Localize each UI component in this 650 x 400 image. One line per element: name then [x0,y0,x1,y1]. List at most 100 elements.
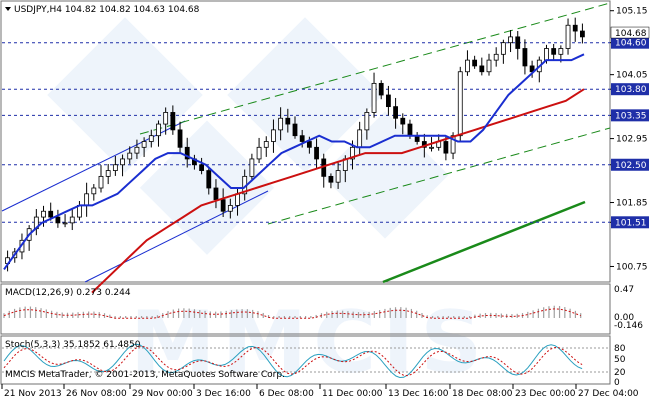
candle-body [551,48,557,55]
candle-body [500,42,506,55]
ma-slow-line [91,88,585,294]
price-tick-label: 101.85 [616,199,648,209]
time-axis: 21 Nov 2013 26 Nov 08:00 29 Nov 00:00 3 Dec… [1,384,639,399]
candle-body [292,123,298,137]
candle-body [220,199,226,212]
time-tick-label: 27 Dec 04:00 [578,389,639,399]
dropdown-arrow-icon[interactable] [5,7,11,11]
candle-body [156,123,161,137]
macd-title: MACD(12,26,9) 0.273 0.244 [5,288,131,298]
stoch-tick-label: 50 [614,355,626,365]
candle-body [522,48,528,67]
price-level-badge [611,83,649,96]
price-tick-label: 104.60 [615,39,647,49]
macd-histogram [3,305,582,318]
candle-body [364,112,370,131]
time-tick-label: 11 Dec 00:00 [322,389,383,399]
candle-body [299,135,305,142]
chart-header: USDJPY,H4 104.82 104.82 104.63 104.68 [5,5,200,15]
candle-body [134,146,140,154]
candle-body [213,187,219,201]
candle-body [206,170,212,189]
price-tick-label: 101.51 [615,218,647,228]
candle-body [565,24,571,49]
time-tick-label: 3 Dec 16:00 [196,389,251,399]
candle-body [148,135,154,142]
candle-body [249,158,255,177]
candle-body [335,170,341,183]
current-price-label: 104.68 [615,29,647,39]
time-tick-label: 18 Dec 08:00 [452,389,513,399]
price-tick-label: 105.15 [616,7,648,17]
macd-tick-label: 0.00 [614,313,634,323]
price-tick-label: 104.05 [616,71,648,81]
candle-body [378,82,384,96]
price-tick-label: 103.35 [615,111,647,121]
candle-body [386,94,391,108]
candle-body [55,216,61,224]
time-tick-label: 29 Nov 00:00 [132,389,193,399]
macd-panel-frame [0,283,611,335]
candle-body [120,158,125,166]
price-level-badge [611,216,649,229]
candle-body [306,141,312,148]
copyright-text: MMCIS MetaTrader, © 2001-2013, MetaQuote… [5,370,285,380]
candle-body [235,193,240,206]
candle-body [443,141,449,154]
candle-body [127,152,133,160]
candle-body [558,48,564,55]
price-level-badge [611,36,649,49]
candle-body [429,146,434,149]
time-tick-label: 6 Dec 08:00 [259,389,314,399]
price-tick-label: 100.75 [616,262,648,272]
candle-body [479,65,485,73]
stoch-tick-label: 20 [614,368,626,378]
chart-title: USDJPY,H4 104.82 104.82 104.63 104.68 [14,5,200,15]
price-tick-label: 102.95 [616,135,648,145]
price-axis: 105.15 104.60 104.05 103.80 103.35 102.95 102.… [610,7,650,272]
candle-body [98,175,104,189]
candle-body [271,129,276,142]
candle-body [508,36,513,44]
stoch-title: Stoch(5,3,3) 35.1852 61.4850 [5,340,141,350]
time-tick-label: 26 Nov 08:00 [66,389,127,399]
mmcis-watermark: MMCIS [47,17,482,393]
stoch-tick-label: 0 [614,378,620,388]
candle-body [256,146,262,160]
candle-body [112,164,118,171]
candle-body [350,146,355,160]
candle-body [184,146,190,160]
candle-body [472,59,478,67]
macd-axis: 0.47 0.00-0.146 [614,285,643,331]
candle-body [450,135,456,154]
candle-body [486,59,492,73]
time-tick-label: 23 Dec 00:00 [515,389,576,399]
price-level-badge [611,109,649,122]
main-panel-frame [0,0,611,283]
candle-body [62,222,68,225]
price-tick-label: 103.80 [615,85,647,95]
candle-body [199,164,204,171]
macd-tick-label: 0.47 [614,285,634,295]
candle-body [529,65,535,73]
candle-body [493,53,499,61]
candle-body [170,112,176,131]
candle-body [84,193,90,206]
candle-body [457,71,463,137]
candle-body [177,129,183,148]
candle-body [544,48,549,61]
moving-averages [3,53,585,294]
current-price-badge [610,26,650,39]
price-level-badge [611,158,649,171]
candle-body [357,129,363,148]
candle-body [91,187,97,195]
candle-body [278,117,284,131]
candle-body [141,141,147,148]
ma-fast-line [3,53,585,270]
candle-body [572,24,578,32]
candle-body [69,216,75,224]
candle-body [580,30,585,38]
